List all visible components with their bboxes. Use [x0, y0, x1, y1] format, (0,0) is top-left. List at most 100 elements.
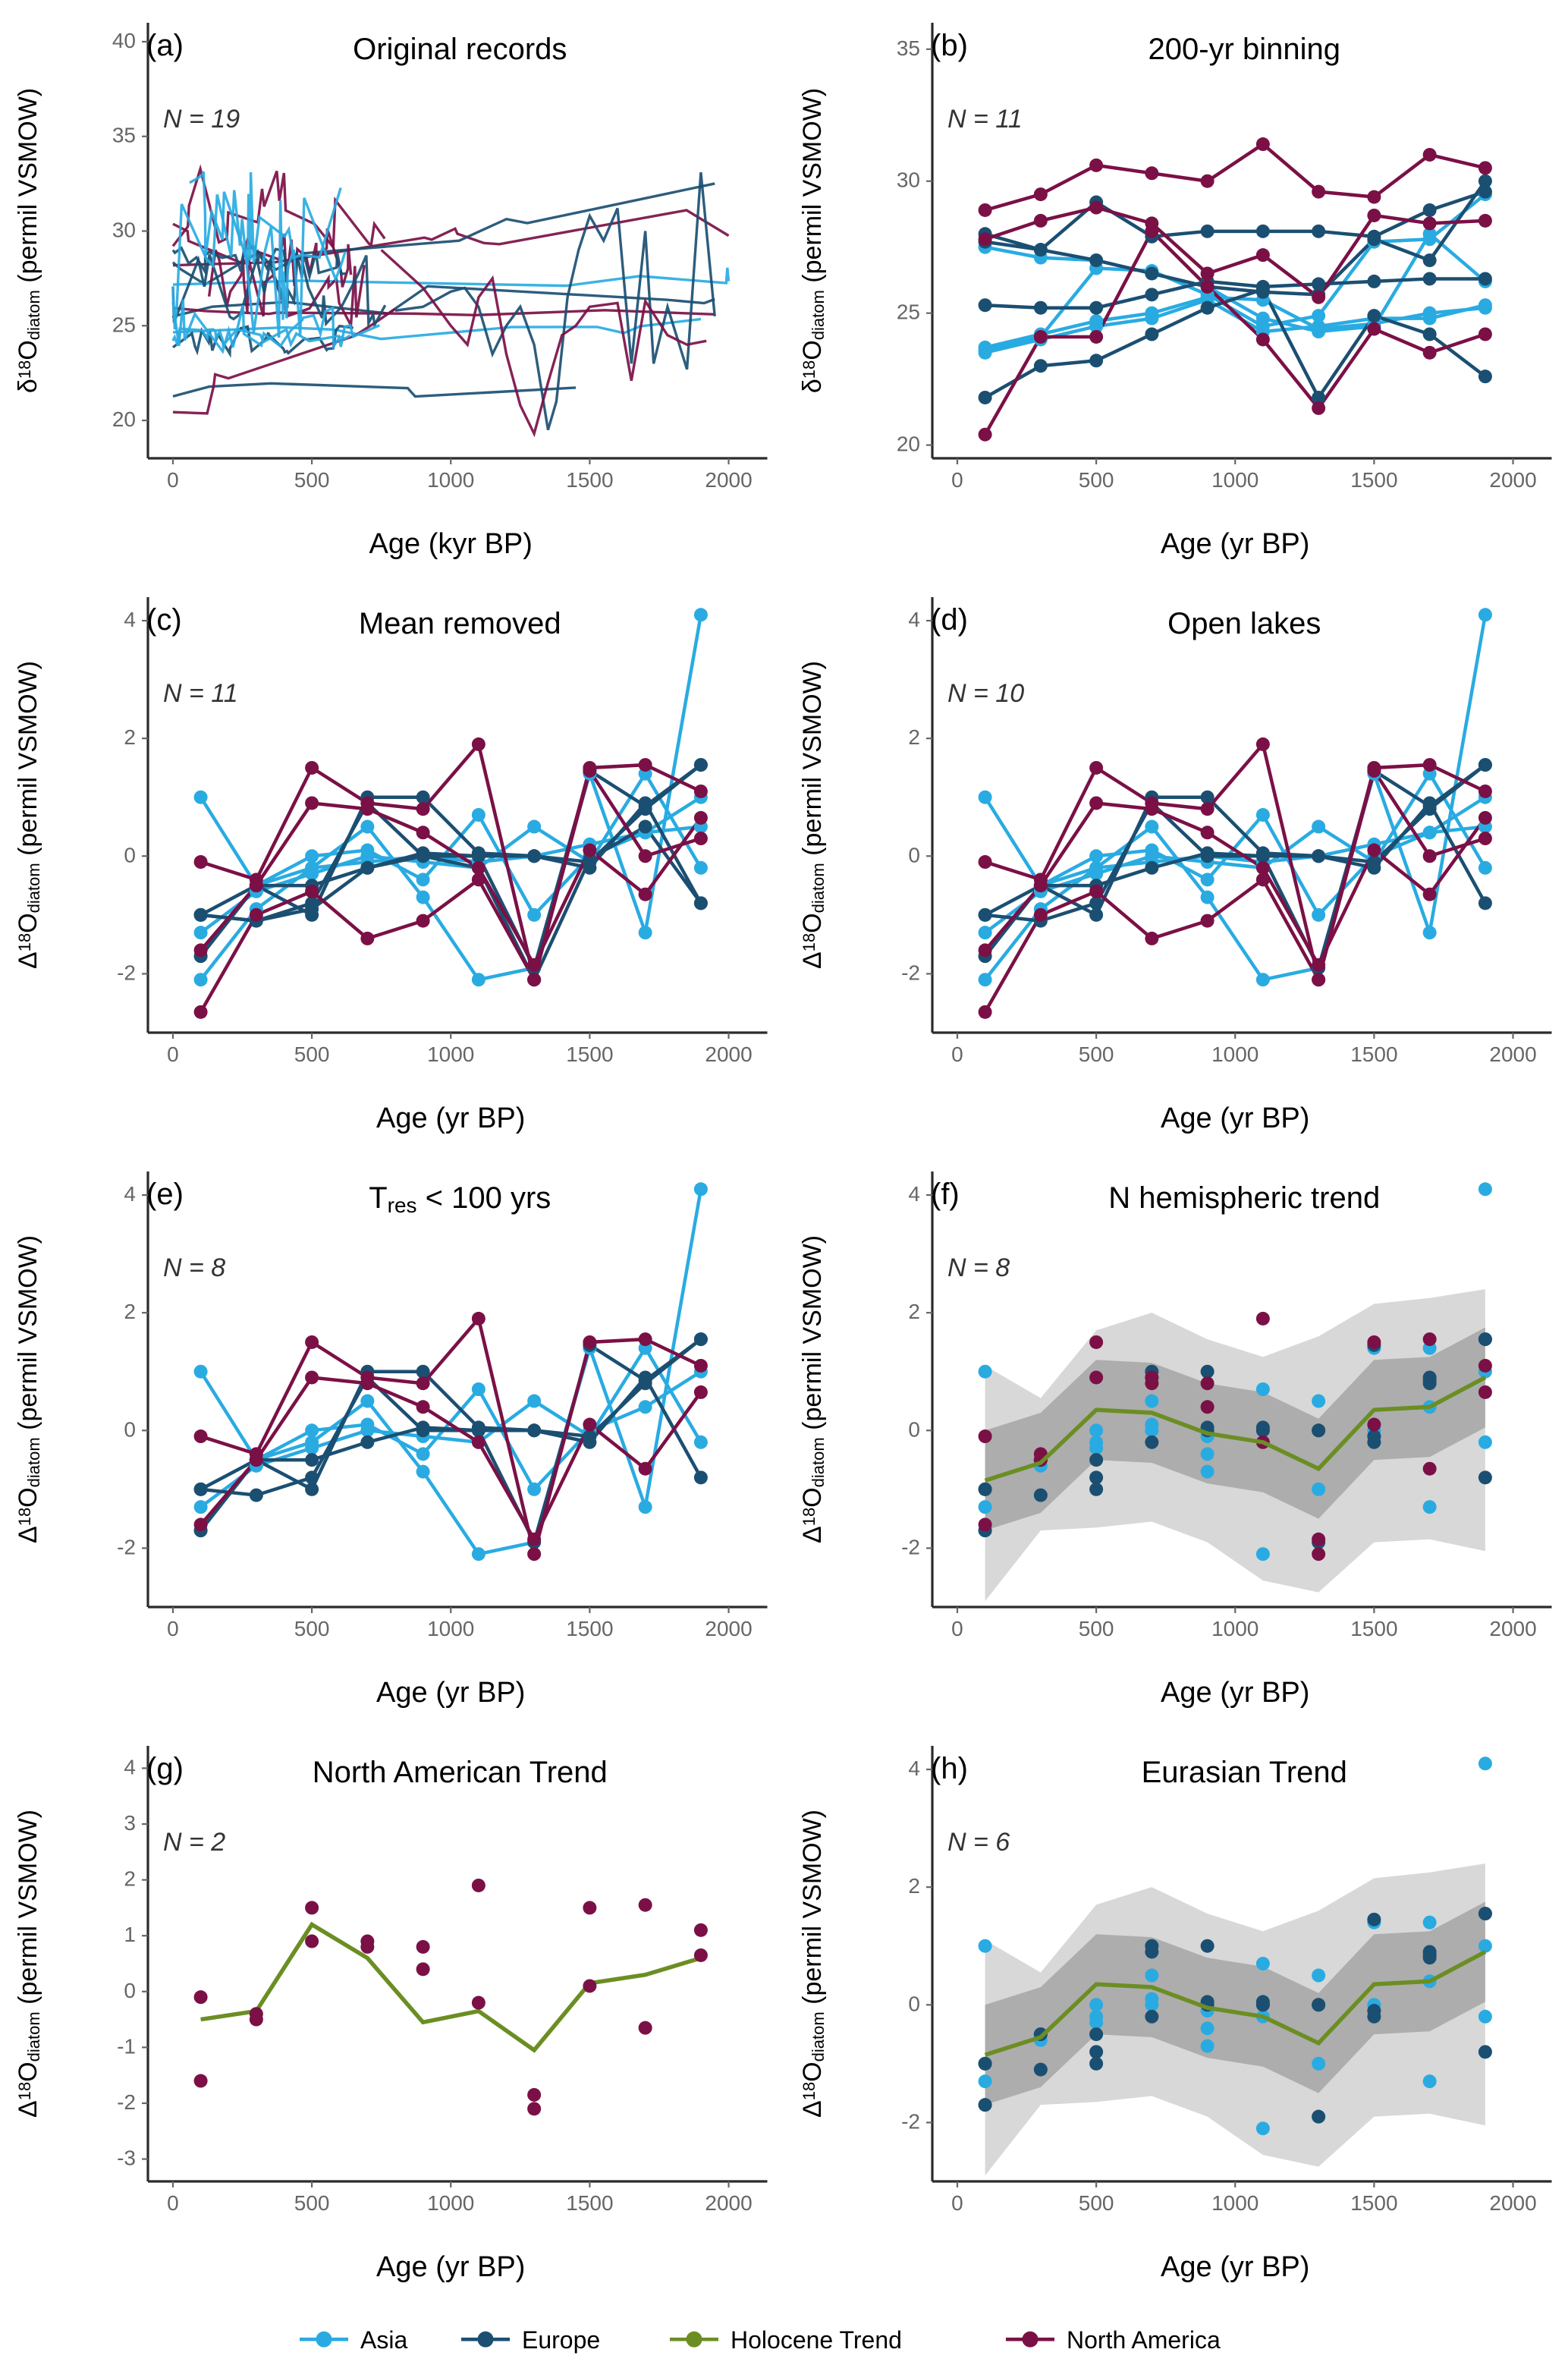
svg-text:500: 500 — [1078, 468, 1114, 492]
svg-text:4: 4 — [908, 608, 920, 631]
svg-text:1500: 1500 — [566, 1617, 613, 1640]
svg-text:1000: 1000 — [427, 1043, 474, 1066]
svg-text:N hemispheric trend: N hemispheric trend — [1108, 1181, 1380, 1215]
svg-text:1500: 1500 — [566, 468, 613, 492]
svg-text:1000: 1000 — [1211, 1043, 1258, 1066]
svg-text:2: 2 — [124, 725, 136, 749]
svg-text:4: 4 — [908, 1756, 920, 1780]
svg-text:Open lakes: Open lakes — [1167, 607, 1321, 640]
svg-text:1500: 1500 — [1350, 2191, 1397, 2215]
svg-text:0: 0 — [951, 468, 963, 492]
svg-text:2000: 2000 — [705, 1043, 752, 1066]
svg-text:1000: 1000 — [1211, 2191, 1258, 2215]
svg-text:Holocene Trend: Holocene Trend — [731, 2326, 902, 2354]
svg-text:1000: 1000 — [1211, 1617, 1258, 1640]
svg-text:Eurasian Trend: Eurasian Trend — [1141, 1756, 1346, 1789]
svg-text:(c): (c) — [146, 603, 182, 637]
svg-text:-1: -1 — [117, 2034, 136, 2058]
svg-text:0: 0 — [124, 1417, 136, 1441]
svg-text:2000: 2000 — [705, 1617, 752, 1640]
svg-text:(h): (h) — [931, 1752, 968, 1785]
svg-text:-3: -3 — [117, 2146, 136, 2170]
svg-text:500: 500 — [294, 1617, 330, 1640]
svg-text:N = 11: N = 11 — [163, 679, 238, 708]
svg-text:0: 0 — [908, 1992, 920, 2015]
svg-text:25: 25 — [896, 300, 919, 324]
svg-text:Δ18Odiatom (permil VSMOW): Δ18Odiatom (permil VSMOW) — [798, 1235, 828, 1543]
svg-text:North American Trend: North American Trend — [313, 1756, 608, 1789]
svg-text:0: 0 — [951, 2191, 963, 2215]
svg-text:20: 20 — [896, 432, 919, 456]
svg-text:200-yr binning: 200-yr binning — [1148, 33, 1340, 66]
svg-text:Δ18Odiatom (permil VSMOW): Δ18Odiatom (permil VSMOW) — [14, 1810, 43, 2118]
svg-text:4: 4 — [124, 1755, 136, 1778]
svg-text:2: 2 — [908, 1874, 920, 1898]
svg-text:0: 0 — [951, 1043, 963, 1066]
svg-text:Europe: Europe — [522, 2326, 600, 2354]
svg-text:1500: 1500 — [1350, 1043, 1397, 1066]
svg-text:N = 11: N = 11 — [947, 105, 1023, 134]
svg-text:2: 2 — [908, 725, 920, 749]
svg-text:0: 0 — [167, 2191, 179, 2215]
svg-text:Age (yr BP): Age (yr BP) — [376, 1677, 525, 1709]
svg-text:1000: 1000 — [1211, 468, 1258, 492]
svg-text:(d): (d) — [931, 603, 968, 637]
svg-text:Age (yr BP): Age (yr BP) — [1161, 1102, 1309, 1134]
svg-text:Age (kyr BP): Age (kyr BP) — [369, 528, 533, 560]
svg-text:500: 500 — [294, 468, 330, 492]
svg-text:Mean removed: Mean removed — [359, 607, 561, 640]
svg-text:N = 2: N = 2 — [163, 1828, 225, 1857]
svg-text:2: 2 — [124, 1300, 136, 1323]
svg-text:2: 2 — [124, 1867, 136, 1891]
svg-text:500: 500 — [1078, 2191, 1114, 2215]
svg-text:1: 1 — [124, 1923, 136, 1946]
svg-text:Age (yr BP): Age (yr BP) — [376, 2251, 525, 2283]
svg-text:4: 4 — [908, 1182, 920, 1206]
svg-text:35: 35 — [112, 124, 136, 147]
svg-text:2000: 2000 — [705, 2191, 752, 2215]
svg-text:-2: -2 — [901, 2109, 920, 2133]
svg-text:25: 25 — [112, 313, 136, 336]
svg-text:Δ18Odiatom (permil VSMOW): Δ18Odiatom (permil VSMOW) — [14, 661, 43, 969]
svg-text:1000: 1000 — [427, 468, 474, 492]
svg-text:(f): (f) — [931, 1178, 960, 1211]
svg-text:35: 35 — [896, 36, 919, 60]
svg-text:Age (yr BP): Age (yr BP) — [1161, 1677, 1309, 1709]
svg-text:-2: -2 — [901, 1535, 920, 1558]
svg-text:0: 0 — [908, 843, 920, 866]
svg-text:Δ18Odiatom (permil VSMOW): Δ18Odiatom (permil VSMOW) — [798, 1810, 828, 2118]
svg-text:N = 8: N = 8 — [163, 1253, 225, 1282]
svg-text:1500: 1500 — [566, 1043, 613, 1066]
svg-text:0: 0 — [124, 1979, 136, 2002]
svg-text:2000: 2000 — [1489, 1617, 1536, 1640]
svg-text:-2: -2 — [117, 1535, 136, 1558]
svg-text:(b): (b) — [931, 29, 968, 62]
svg-text:N = 19: N = 19 — [163, 105, 240, 134]
svg-text:3: 3 — [124, 1811, 136, 1835]
svg-text:Age (yr BP): Age (yr BP) — [376, 1102, 525, 1134]
svg-text:(e): (e) — [146, 1178, 184, 1211]
svg-text:δ18Odiatom (permil VSMOW): δ18Odiatom (permil VSMOW) — [14, 88, 43, 393]
svg-text:-2: -2 — [117, 2090, 136, 2114]
svg-text:2000: 2000 — [1489, 2191, 1536, 2215]
svg-text:Δ18Odiatom (permil VSMOW): Δ18Odiatom (permil VSMOW) — [798, 661, 828, 969]
svg-text:Age (yr BP): Age (yr BP) — [1161, 2251, 1309, 2283]
svg-text:500: 500 — [294, 2191, 330, 2215]
svg-text:N = 6: N = 6 — [947, 1828, 1010, 1857]
svg-text:-2: -2 — [117, 961, 136, 984]
svg-text:Δ18Odiatom (permil VSMOW): Δ18Odiatom (permil VSMOW) — [14, 1235, 43, 1543]
svg-text:500: 500 — [1078, 1617, 1114, 1640]
svg-text:Age (yr BP): Age (yr BP) — [1161, 528, 1309, 560]
svg-text:500: 500 — [1078, 1043, 1114, 1066]
svg-text:500: 500 — [294, 1043, 330, 1066]
svg-text:-2: -2 — [901, 961, 920, 984]
svg-text:0: 0 — [124, 843, 136, 866]
svg-text:N = 10: N = 10 — [947, 679, 1024, 708]
svg-text:N = 8: N = 8 — [947, 1253, 1010, 1282]
svg-text:30: 30 — [896, 168, 919, 192]
svg-text:0: 0 — [167, 1043, 179, 1066]
svg-text:North America: North America — [1067, 2326, 1221, 2354]
svg-text:40: 40 — [112, 29, 136, 52]
svg-text:0: 0 — [908, 1417, 920, 1441]
svg-text:2: 2 — [908, 1300, 920, 1323]
